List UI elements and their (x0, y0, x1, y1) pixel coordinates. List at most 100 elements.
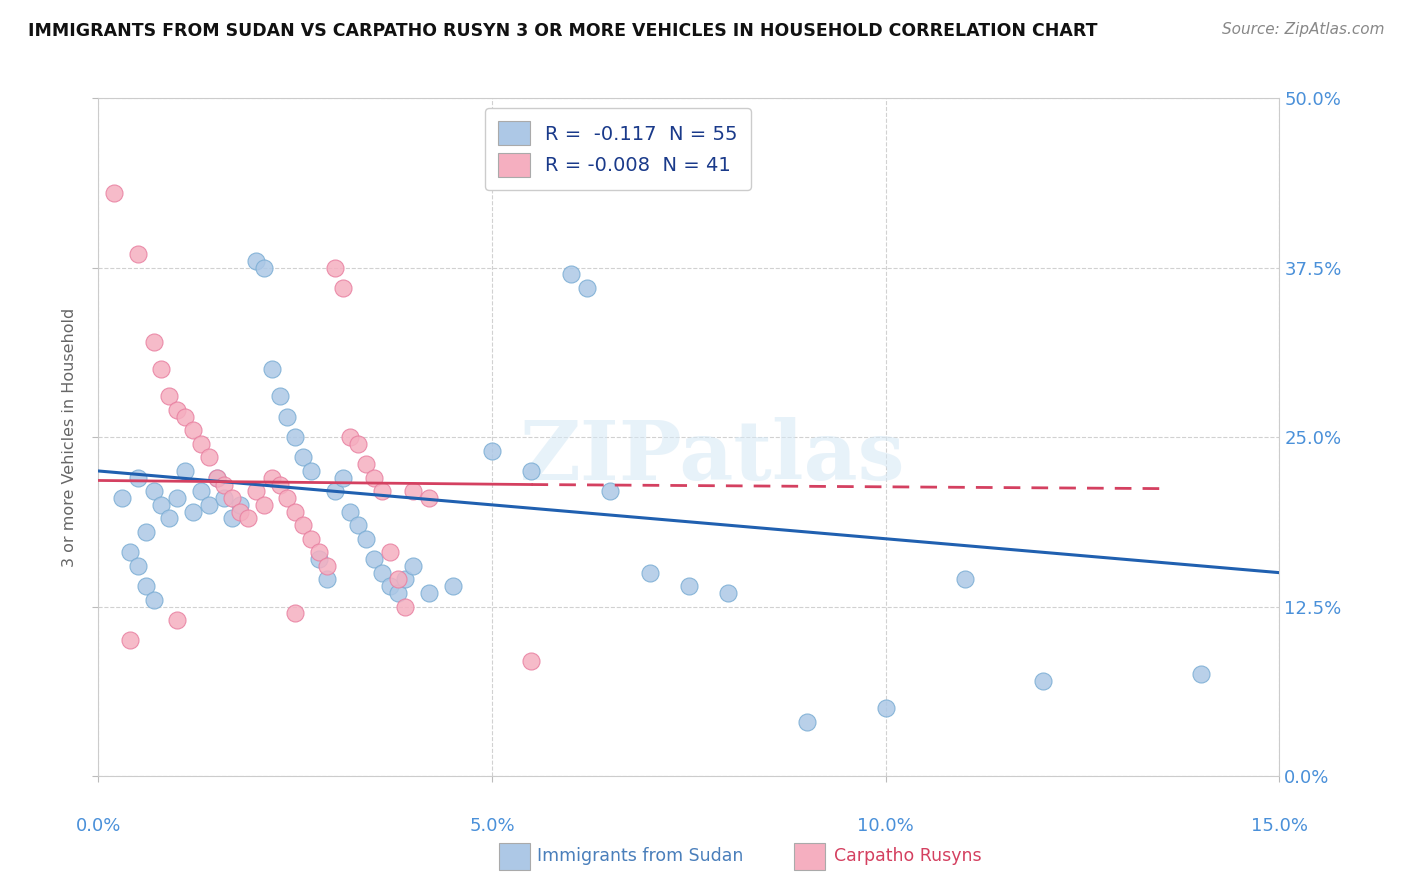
Point (269, 389, 291, 403)
Text: Immigrants from Sudan: Immigrants from Sudan (537, 847, 744, 865)
Point (181, 505, 204, 519)
Point (481, 443, 503, 458)
Point (387, 586, 409, 600)
Point (638, 566, 661, 580)
Point (221, 491, 243, 505)
Point (181, 423, 204, 437)
Text: Source: ZipAtlas.com: Source: ZipAtlas.com (1222, 22, 1385, 37)
Text: 0.0%: 0.0% (76, 817, 121, 835)
Point (1189, 667, 1212, 681)
Point (111, 491, 134, 505)
Point (371, 566, 394, 580)
Point (150, 362, 173, 376)
Point (118, 545, 141, 559)
Text: ZIPatlas: ZIPatlas (520, 417, 905, 498)
Point (142, 484, 165, 499)
Point (520, 654, 543, 668)
Point (214, 477, 236, 491)
Point (299, 532, 322, 546)
Point (142, 592, 165, 607)
Point (875, 701, 897, 715)
Point (560, 268, 582, 282)
Point (339, 430, 361, 444)
Point (205, 471, 228, 485)
Text: Carpatho Rusyns: Carpatho Rusyns (834, 847, 981, 865)
Point (166, 491, 188, 505)
Point (127, 471, 149, 485)
Point (378, 579, 401, 593)
Point (394, 599, 416, 614)
Point (1032, 674, 1054, 689)
Point (236, 511, 259, 525)
Point (354, 457, 377, 471)
Point (221, 511, 243, 525)
Point (315, 558, 337, 573)
Point (127, 558, 149, 573)
Point (166, 403, 188, 417)
Point (260, 471, 283, 485)
Point (418, 491, 440, 505)
Point (347, 518, 370, 533)
Point (253, 498, 276, 512)
Point (197, 450, 219, 465)
Point (796, 714, 818, 729)
Point (127, 247, 149, 261)
Point (142, 335, 165, 350)
Point (599, 484, 621, 499)
Text: 10.0%: 10.0% (858, 817, 914, 835)
Point (347, 437, 370, 451)
Point (205, 471, 228, 485)
Point (190, 484, 212, 499)
Point (339, 505, 361, 519)
Point (174, 409, 197, 424)
Point (166, 613, 188, 627)
Point (332, 281, 354, 295)
Point (371, 484, 394, 499)
Point (441, 579, 464, 593)
Point (363, 471, 385, 485)
Point (315, 573, 337, 587)
Point (354, 532, 377, 546)
Point (229, 505, 252, 519)
Text: IMMIGRANTS FROM SUDAN VS CARPATHO RUSYN 3 OR MORE VEHICLES IN HOUSEHOLD CORRELAT: IMMIGRANTS FROM SUDAN VS CARPATHO RUSYN … (28, 22, 1098, 40)
Point (150, 498, 173, 512)
Point (190, 437, 212, 451)
Point (245, 484, 267, 499)
Point (323, 484, 346, 499)
Point (214, 491, 236, 505)
Point (284, 607, 307, 621)
Point (229, 498, 252, 512)
Point (276, 409, 298, 424)
Point (260, 362, 283, 376)
Y-axis label: 3 or more Vehicles in Household: 3 or more Vehicles in Household (62, 308, 77, 566)
Point (245, 253, 267, 268)
Text: 5.0%: 5.0% (470, 817, 515, 835)
Point (363, 552, 385, 566)
Point (575, 281, 598, 295)
Legend: R =  -0.117  N = 55, R = -0.008  N = 41: R = -0.117 N = 55, R = -0.008 N = 41 (485, 108, 751, 190)
Point (157, 511, 180, 525)
Point (299, 464, 322, 478)
Point (717, 586, 740, 600)
Point (394, 573, 416, 587)
Point (402, 484, 425, 499)
Point (284, 430, 307, 444)
Point (197, 498, 219, 512)
Text: 15.0%: 15.0% (1251, 817, 1308, 835)
Point (387, 573, 409, 587)
Point (284, 505, 307, 519)
Point (292, 450, 315, 465)
Point (253, 260, 276, 275)
Point (402, 558, 425, 573)
Point (135, 524, 157, 539)
Point (678, 579, 700, 593)
Point (269, 477, 291, 491)
Point (135, 579, 157, 593)
Point (332, 471, 354, 485)
Point (103, 186, 125, 200)
Point (378, 545, 401, 559)
Point (308, 545, 330, 559)
Point (308, 552, 330, 566)
Point (276, 491, 298, 505)
Point (118, 633, 141, 648)
